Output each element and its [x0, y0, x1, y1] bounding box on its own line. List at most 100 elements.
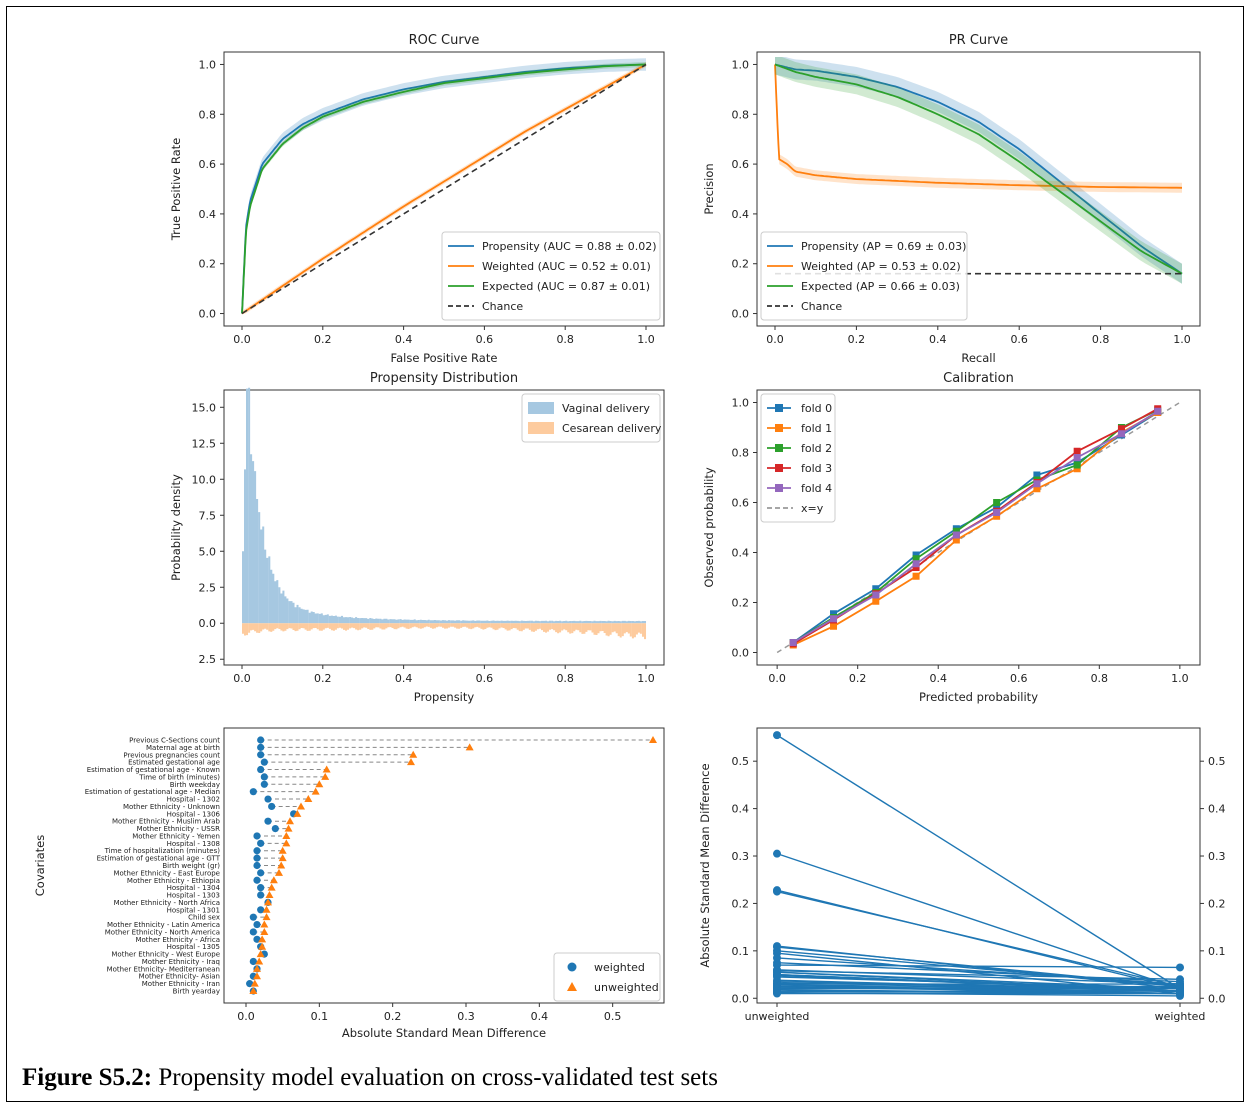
x-tick-label: 0.0 — [233, 333, 251, 346]
y-tick-label: 0.6 — [732, 497, 750, 510]
x-tick-label: 0.2 — [848, 333, 866, 346]
fold-line — [792, 410, 1159, 644]
y-tick-label: 5.0 — [199, 545, 217, 558]
covariate-label: Previous pregnancies count — [123, 751, 220, 759]
legend-label: Expected (AUC = 0.87 ± 0.01) — [482, 280, 650, 293]
covariate-label: Mother Ethnicity - Muslim Arab — [112, 818, 221, 826]
weighted-point — [257, 765, 265, 774]
x-axis-label: False Positive Rate — [391, 351, 498, 365]
x-axis-label: Absolute Standard Mean Difference — [342, 1026, 546, 1040]
y-tick-label: 1.0 — [199, 58, 217, 71]
legend-marker — [775, 444, 783, 452]
slope-line — [776, 971, 1181, 990]
unweighted-point — [773, 887, 781, 896]
slope-line — [776, 890, 1181, 988]
slope-chart: Absolute Standard Mean Difference 0.0 0.1 0… — [698, 727, 1226, 1023]
legend-label: weighted — [594, 961, 645, 974]
y-tick-label: 0.4 — [732, 208, 750, 221]
y-tick-label: 0.5 — [732, 755, 750, 768]
fold-marker — [912, 551, 920, 559]
weighted-point — [253, 935, 261, 943]
unweighted-point — [258, 942, 267, 950]
y-axis-label: True Positive Rate — [169, 138, 183, 241]
unweighted-point — [284, 824, 293, 832]
x-tick-label: 0.2 — [314, 333, 332, 346]
series-line — [241, 63, 647, 315]
unweighted-point — [277, 861, 286, 869]
weighted-point — [1176, 963, 1184, 972]
fold-marker — [830, 615, 838, 623]
y-axis-label: Absolute Standard Mean Difference — [698, 763, 712, 967]
distribution-chart: Propensity Distribution Propensity Probabi… — [169, 371, 665, 704]
figure-caption: Figure S5.2: Propensity model evaluation… — [22, 1064, 718, 1092]
fold-line — [792, 409, 1159, 644]
legend-marker — [775, 424, 783, 432]
unweighted-point — [264, 898, 272, 906]
unweighted-point — [315, 780, 324, 788]
x-tick-label: 0.6 — [476, 333, 494, 346]
unweighted-point — [262, 913, 271, 921]
plot-area — [756, 727, 1201, 1004]
fold-marker — [872, 585, 880, 593]
y-tick-label-right: 0.4 — [1208, 803, 1226, 816]
x-tick-label: 0.4 — [395, 333, 413, 346]
covariate-label: Maternal age at birth — [146, 744, 220, 752]
unweighted-point — [278, 854, 287, 862]
unweighted-point — [262, 905, 271, 913]
x-tick-label: 0.4 — [395, 672, 413, 685]
legend-label: fold 1 — [801, 422, 832, 435]
y-tick-label: 0.2 — [199, 258, 217, 271]
x-tick-label: 0.4 — [531, 1010, 549, 1023]
fold-line — [792, 411, 1159, 646]
weighted-point — [249, 788, 257, 796]
legend-label: Propensity (AUC = 0.88 ± 0.02) — [482, 240, 657, 253]
plot-area — [756, 389, 1201, 666]
legend-label: Weighted (AP = 0.53 ± 0.02) — [801, 260, 961, 273]
y-tick-label-right: 0.0 — [1208, 992, 1226, 1005]
slope-line — [776, 734, 1181, 990]
legend-label: Weighted (AUC = 0.52 ± 0.01) — [482, 260, 651, 273]
series-band — [775, 57, 1182, 284]
covariate-label: Hospital - 1303 — [167, 892, 220, 900]
y-tick-label: 0.6 — [732, 158, 750, 171]
balance-chart: Absolute Standard Mean Difference Covaria… — [33, 727, 665, 1040]
vaginal-histogram — [242, 387, 647, 624]
x-tick-label: 0.8 — [1092, 333, 1110, 346]
y-tick-label: 0.2 — [732, 597, 750, 610]
fold-marker — [1033, 471, 1041, 479]
covariate-label: Estimation of gestational age - Known — [87, 766, 220, 774]
unweighted-point — [649, 736, 657, 743]
x-tick-label: 1.0 — [637, 333, 655, 346]
covariate-label: Mother Ethnicity - Africa — [135, 936, 220, 944]
weighted-point — [257, 891, 265, 899]
y-tick-label: 1.0 — [732, 397, 750, 410]
covariate-label: Mother Ethnicity- Asian — [139, 973, 220, 981]
unweighted-point — [321, 772, 330, 780]
legend-label: fold 4 — [801, 482, 832, 495]
y-tick-label: 0.8 — [199, 108, 217, 121]
fold-marker — [1073, 454, 1081, 461]
cesarean-histogram — [242, 623, 647, 640]
weighted-point — [1176, 989, 1184, 998]
calibration-chart: Calibration Predicted probability Observed… — [702, 371, 1201, 704]
unweighted-point — [282, 839, 291, 847]
covariate-label: Estimation of gestational age - Median — [85, 788, 220, 796]
fold-marker — [1117, 430, 1125, 438]
x-tick-label: 0.4 — [929, 672, 947, 685]
covariate-label: Mother Ethnicity - North America — [105, 928, 220, 936]
fold-marker — [830, 622, 838, 630]
weighted-point — [264, 817, 272, 825]
fold-marker — [912, 572, 920, 580]
covariate-label: Birth weekday — [170, 781, 220, 789]
weighted-point — [260, 780, 268, 788]
fold-marker — [912, 560, 920, 568]
y-tick-label: 0.0 — [732, 308, 750, 321]
y-tick-label-right: 0.2 — [1208, 897, 1226, 910]
x-tick-label: 0.0 — [766, 333, 784, 346]
x-tick-label: 0.1 — [311, 1010, 329, 1023]
covariate-label: Mother Ethnicity - Unknown — [123, 803, 220, 811]
slope-line — [776, 852, 1181, 990]
y-tick-label: 0.0 — [199, 617, 217, 630]
legend-label: fold 0 — [801, 402, 832, 415]
unweighted-point — [407, 758, 415, 766]
